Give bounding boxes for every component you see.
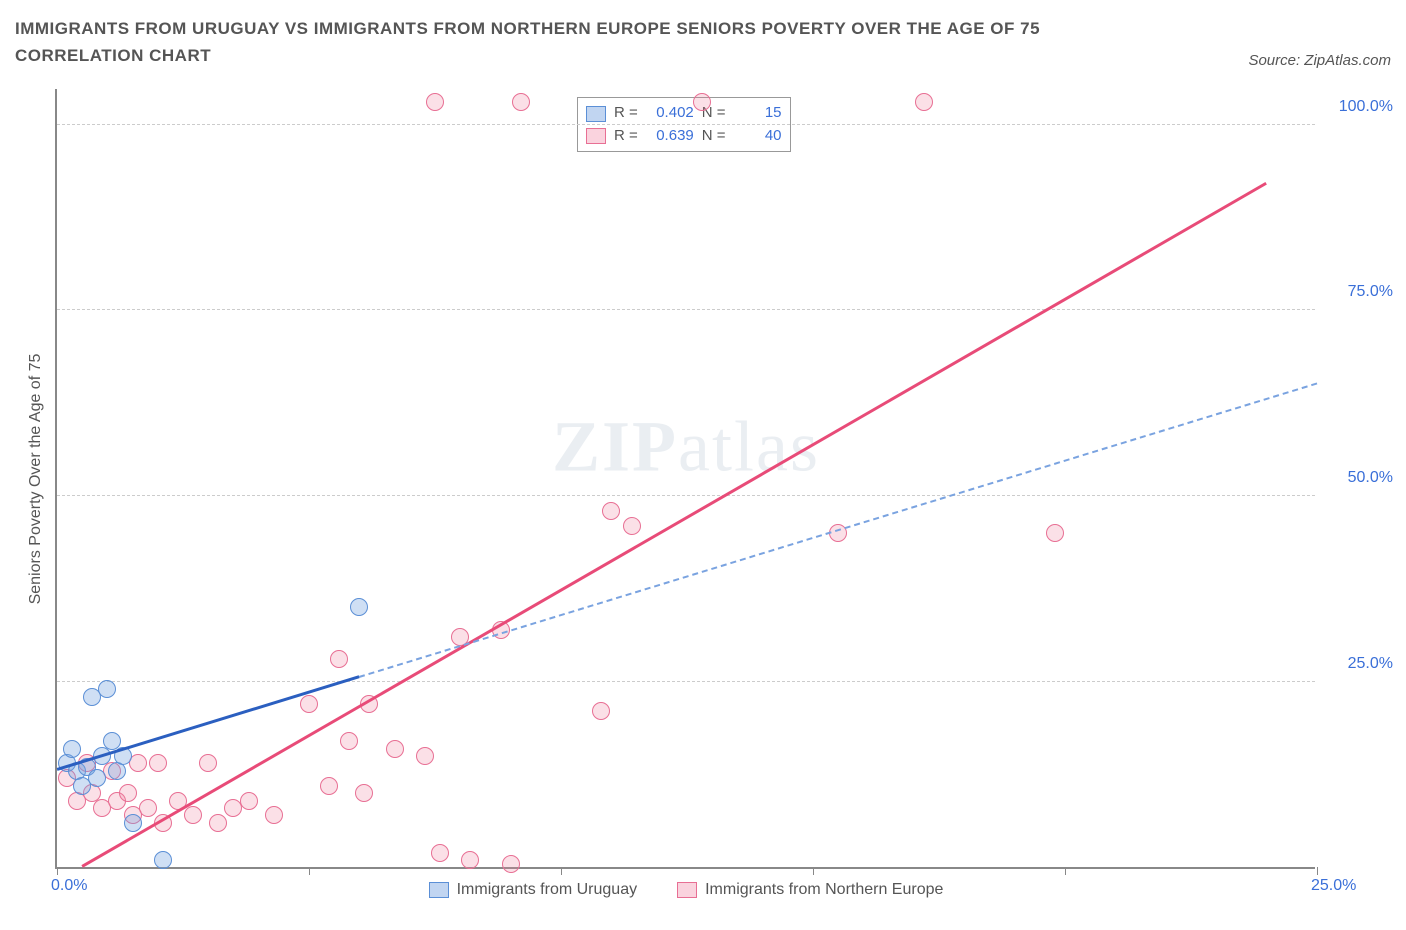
data-point-pink	[592, 702, 610, 720]
y-tick-label: 100.0%	[1339, 98, 1393, 116]
chart-source: Source: ZipAtlas.com	[1248, 52, 1391, 69]
data-point-pink	[139, 799, 157, 817]
chart-header: IMMIGRANTS FROM URUGUAY VS IMMIGRANTS FR…	[15, 15, 1391, 69]
stats-row-pink: R = 0.639 N = 40	[586, 125, 782, 148]
stats-row-blue: R = 0.402 N = 15	[586, 102, 782, 125]
data-point-pink	[184, 806, 202, 824]
stats-box: R = 0.402 N = 15 R = 0.639 N = 40	[577, 97, 791, 152]
data-point-pink	[426, 93, 444, 111]
y-axis-title: Seniors Poverty Over the Age of 75	[27, 354, 45, 605]
swatch-blue	[586, 106, 606, 122]
watermark-light: atlas	[678, 407, 820, 487]
gridline-h	[57, 495, 1315, 496]
y-tick-label: 25.0%	[1348, 655, 1393, 673]
x-tick	[1065, 867, 1066, 875]
data-point-blue	[98, 680, 116, 698]
data-point-pink	[1046, 524, 1064, 542]
data-point-pink	[416, 747, 434, 765]
gridline-h	[57, 309, 1315, 310]
data-point-pink	[602, 502, 620, 520]
legend-label: Immigrants from Northern Europe	[705, 881, 943, 899]
data-point-pink	[209, 814, 227, 832]
stats-r-label: R =	[614, 102, 638, 125]
data-point-blue	[63, 740, 81, 758]
x-tick-label: 25.0%	[1311, 877, 1356, 895]
data-point-pink	[300, 695, 318, 713]
stats-r-value: 0.402	[646, 102, 694, 125]
data-point-pink	[265, 806, 283, 824]
swatch-pink	[677, 882, 697, 898]
data-point-blue	[103, 732, 121, 750]
watermark-bold: ZIP	[552, 407, 678, 487]
stats-r-value: 0.639	[646, 125, 694, 148]
gridline-h	[57, 681, 1315, 682]
stats-n-value: 40	[734, 125, 782, 148]
gridline-h	[57, 124, 1315, 125]
data-point-pink	[502, 855, 520, 873]
data-point-pink	[320, 777, 338, 795]
data-point-pink	[119, 784, 137, 802]
legend-item-blue: Immigrants from Uruguay	[429, 881, 638, 899]
data-point-pink	[431, 844, 449, 862]
data-point-pink	[386, 740, 404, 758]
data-point-pink	[340, 732, 358, 750]
y-tick-label: 50.0%	[1348, 469, 1393, 487]
data-point-pink	[512, 93, 530, 111]
data-point-pink	[461, 851, 479, 869]
chart-title: IMMIGRANTS FROM URUGUAY VS IMMIGRANTS FR…	[15, 15, 1165, 69]
data-point-pink	[915, 93, 933, 111]
data-point-pink	[199, 754, 217, 772]
swatch-blue	[429, 882, 449, 898]
y-tick-label: 75.0%	[1348, 283, 1393, 301]
data-point-pink	[355, 784, 373, 802]
data-point-pink	[623, 517, 641, 535]
x-tick	[309, 867, 310, 875]
data-point-pink	[240, 792, 258, 810]
legend: Immigrants from Uruguay Immigrants from …	[57, 881, 1315, 899]
regression-line	[82, 182, 1268, 868]
stats-n-value: 15	[734, 102, 782, 125]
x-tick	[57, 867, 58, 875]
x-tick	[561, 867, 562, 875]
x-tick	[813, 867, 814, 875]
plot-area: ZIPatlas R = 0.402 N = 15 R = 0.639 N = …	[55, 89, 1315, 869]
data-point-blue	[73, 777, 91, 795]
legend-label: Immigrants from Uruguay	[457, 881, 638, 899]
x-tick	[1317, 867, 1318, 875]
data-point-pink	[149, 754, 167, 772]
stats-r-label: R =	[614, 125, 638, 148]
legend-item-pink: Immigrants from Northern Europe	[677, 881, 943, 899]
data-point-pink	[330, 650, 348, 668]
x-tick-label: 0.0%	[51, 877, 87, 895]
data-point-blue	[124, 814, 142, 832]
data-point-blue	[350, 598, 368, 616]
stats-n-label: N =	[702, 125, 726, 148]
watermark: ZIPatlas	[552, 406, 820, 489]
regression-line	[359, 383, 1317, 678]
swatch-pink	[586, 128, 606, 144]
chart-container: Seniors Poverty Over the Age of 75 ZIPat…	[15, 79, 1391, 899]
data-point-blue	[154, 851, 172, 869]
data-point-pink	[693, 93, 711, 111]
